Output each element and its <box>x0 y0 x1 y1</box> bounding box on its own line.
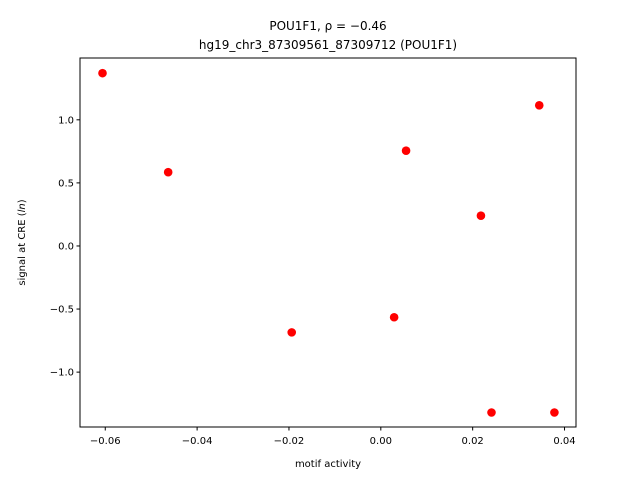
x-tick-label: −0.06 <box>90 436 121 447</box>
data-point-1 <box>98 68 107 78</box>
x-tick-label: 0.00 <box>370 436 392 447</box>
data-point-4 <box>389 312 399 322</box>
y-tick-label: 0.5 <box>58 178 74 189</box>
y-axis-title: signal at CRE (ln) <box>17 199 28 285</box>
y-tick-label: −1.0 <box>50 368 74 379</box>
x-tick-label: −0.02 <box>274 436 305 447</box>
x-tick-label: 0.04 <box>553 436 575 447</box>
x-tick-label: 0.02 <box>462 436 484 447</box>
y-tick-label: 1.0 <box>58 115 74 126</box>
y-tick-label: −0.5 <box>50 305 74 316</box>
points-layer <box>98 68 559 417</box>
y-axis-title-main: signal at CRE ( <box>17 212 28 285</box>
data-point-5 <box>401 146 411 156</box>
data-point-7 <box>487 408 496 417</box>
y-axis-title-end: ) <box>17 199 28 203</box>
y-axis-ticks: −1.0 −0.5 0.0 0.5 1.0 <box>50 115 80 379</box>
chart-title-line2: hg19_chr3_87309561_87309712 (POU1F1) <box>199 38 457 52</box>
plot-frame <box>79 57 577 428</box>
data-point-2 <box>163 167 173 177</box>
chart-title-line1: POU1F1, ρ = −0.46 <box>269 19 386 33</box>
y-tick-label: 0.0 <box>58 241 74 252</box>
data-point-3 <box>287 328 297 337</box>
x-axis-ticks: −0.06 −0.04 −0.02 0.00 0.02 0.04 <box>90 427 576 447</box>
data-point-6 <box>476 211 486 220</box>
x-axis-title: motif activity <box>295 459 361 470</box>
data-point-9 <box>550 408 559 417</box>
y-axis-title-italic: ln <box>17 203 28 212</box>
data-point-8 <box>534 101 544 110</box>
x-tick-label: −0.04 <box>182 436 213 447</box>
